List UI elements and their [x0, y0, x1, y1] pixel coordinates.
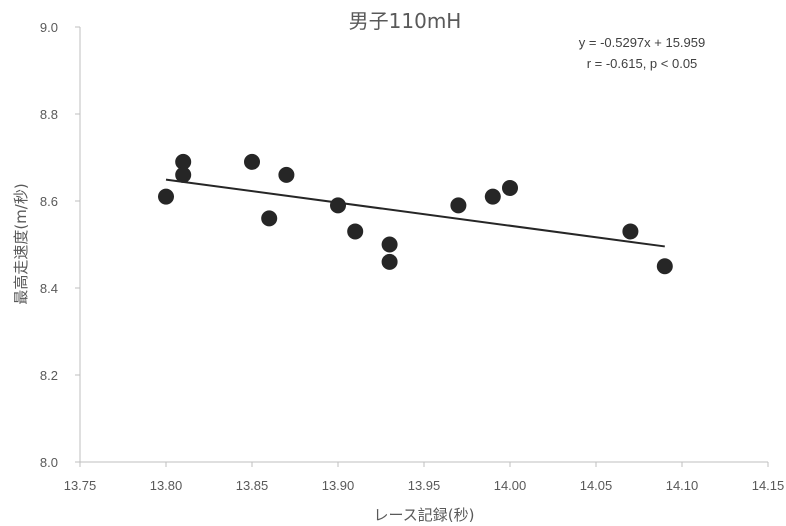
x-tick-label: 14.10	[666, 478, 699, 493]
data-point	[381, 236, 398, 253]
y-tick-label: 8.0	[40, 455, 58, 470]
correlation-stats: r = -0.615, p < 0.05	[587, 56, 698, 71]
data-point	[484, 188, 501, 205]
y-tick-label: 8.8	[40, 107, 58, 122]
y-tick-label: 8.4	[40, 281, 58, 296]
data-points	[158, 153, 673, 275]
data-point	[244, 153, 260, 170]
trendline	[165, 178, 665, 248]
chart-title: 男子110mH	[349, 9, 462, 33]
data-point	[278, 166, 295, 183]
x-tick-label: 13.80	[150, 478, 183, 493]
x-axis-title: レース記録(秒)	[374, 506, 475, 524]
y-tick-label: 8.6	[40, 194, 58, 209]
trendline-group	[165, 178, 665, 248]
x-axis: 13.75 13.80 13.85 13.90 13.95 14.00 14.05 14.10…	[64, 461, 785, 493]
x-tick-label: 13.90	[322, 478, 355, 493]
data-point	[175, 153, 192, 170]
data-point	[158, 188, 174, 205]
data-point	[347, 223, 364, 240]
data-point	[175, 166, 192, 183]
data-point	[261, 210, 278, 227]
data-point	[502, 179, 518, 196]
x-tick-label: 13.95	[408, 478, 441, 493]
data-point	[450, 197, 467, 214]
x-tick-label: 14.05	[580, 478, 613, 493]
data-point	[622, 223, 639, 240]
trendline-equation: y = -0.5297x + 15.959	[579, 35, 705, 50]
y-tick-label: 9.0	[40, 20, 58, 35]
x-tick-label: 13.85	[236, 478, 269, 493]
data-point	[381, 253, 398, 270]
x-tick-label: 14.00	[494, 478, 527, 493]
x-tick-label: 14.15	[752, 478, 785, 493]
data-point	[656, 258, 673, 275]
data-point	[330, 197, 346, 214]
y-tick-label: 8.2	[40, 368, 58, 383]
x-tick-label: 13.75	[64, 478, 97, 493]
y-axis: 8.0 8.2 8.4 8.6 8.8 9.0	[40, 20, 81, 470]
y-axis-title: 最高走速度(m/秒)	[12, 183, 30, 304]
